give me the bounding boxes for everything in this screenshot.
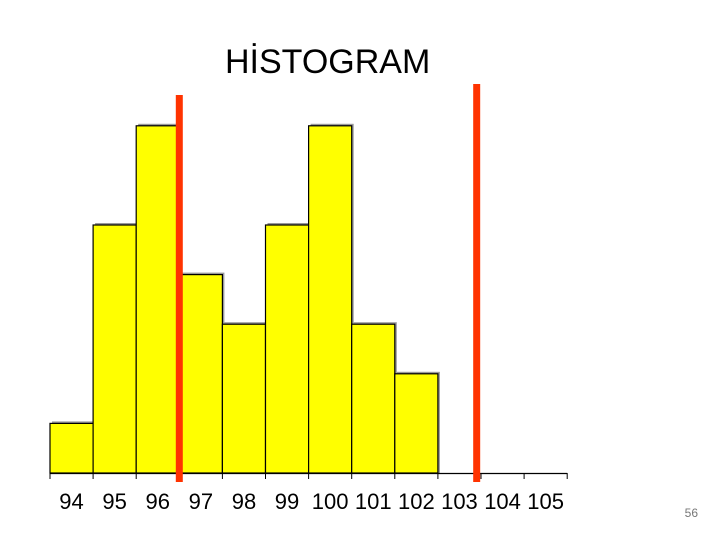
x-axis (49, 472, 568, 479)
histogram-bar (264, 224, 310, 474)
x-tick-label: 101 (355, 489, 392, 514)
chart-title: HİSTOGRAM (225, 43, 431, 81)
histogram-bar (49, 422, 94, 474)
x-tick-label: 94 (59, 489, 83, 514)
histogram-bar (178, 274, 224, 474)
x-tick-label: 104 (484, 489, 521, 514)
x-axis-tick-labels: 94 95 96 97 98 99 100 101 102 103 104 105 (59, 489, 564, 514)
histogram-bar (221, 323, 267, 474)
histogram-bar (135, 125, 180, 474)
x-tick-label: 102 (398, 489, 435, 514)
histogram-bars (49, 123, 440, 474)
x-tick-label: 105 (527, 489, 564, 514)
histogram-bar (394, 373, 439, 474)
page-number: 56 (684, 506, 698, 520)
histogram-bar (92, 224, 137, 474)
x-tick-label: 98 (232, 489, 256, 514)
x-tick-label: 103 (441, 489, 478, 514)
x-tick-label: 100 (312, 489, 349, 514)
specification-limit-lines (175, 84, 481, 482)
x-tick-label: 99 (275, 489, 299, 514)
x-tick-label: 97 (189, 489, 213, 514)
x-tick-label: 95 (102, 489, 126, 514)
histogram-bar (351, 323, 396, 474)
histogram-bar (308, 125, 353, 474)
x-tick-label: 96 (146, 489, 170, 514)
